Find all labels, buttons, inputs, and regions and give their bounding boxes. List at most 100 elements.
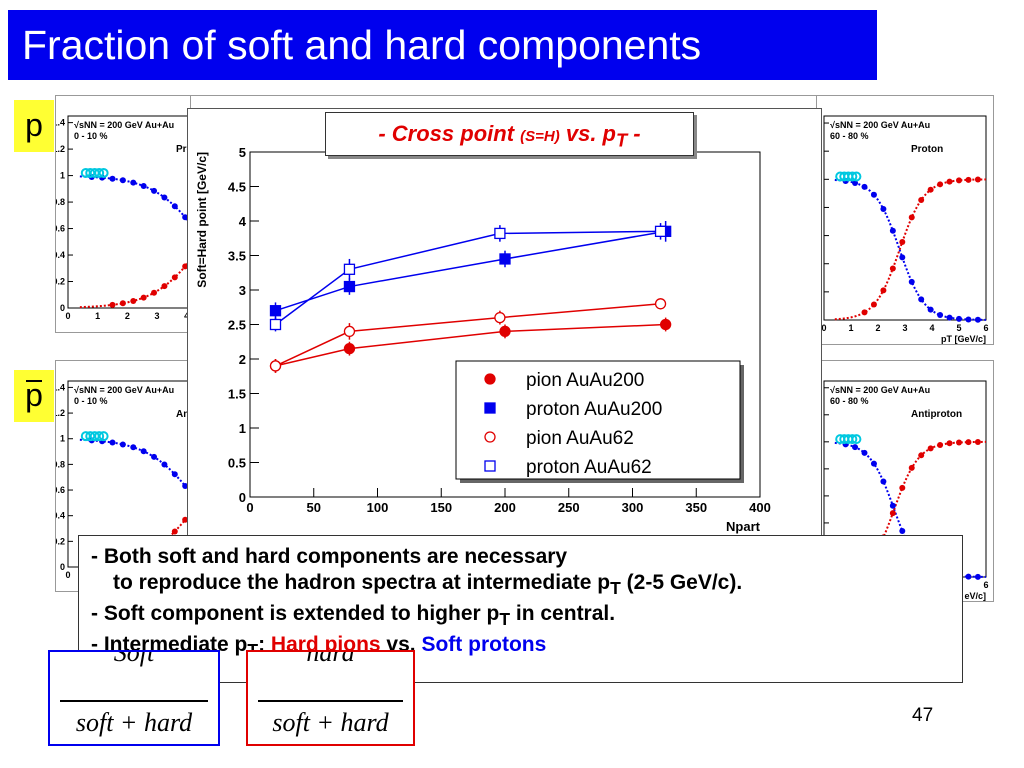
note-line-2: to reproduce the hadron spectra at inter… bbox=[91, 570, 950, 601]
y-tick-label: 0 bbox=[239, 490, 246, 505]
panel-centrality-label: 60 - 80 % bbox=[830, 396, 869, 406]
panel-tick-label: 3 bbox=[902, 323, 907, 333]
antiproton-bar bbox=[26, 380, 42, 382]
hard-point bbox=[151, 289, 158, 296]
panel-tick-label: 5 bbox=[956, 323, 961, 333]
data-point bbox=[343, 325, 356, 338]
x-tick-label: 150 bbox=[430, 500, 452, 515]
panel-tick-label: 1 bbox=[60, 171, 65, 181]
legend-label: proton AuAu62 bbox=[526, 457, 652, 478]
low-pt-point bbox=[851, 434, 862, 445]
panel-tick-label: 1.2 bbox=[56, 408, 65, 418]
soft-point bbox=[918, 296, 925, 303]
hard-point bbox=[182, 516, 189, 523]
soft-point bbox=[870, 460, 877, 467]
soft-point bbox=[119, 441, 126, 448]
panel-tick-label: 0 bbox=[60, 303, 65, 313]
hard-point bbox=[956, 177, 962, 184]
chart-title-suffix: vs. p bbox=[559, 121, 616, 146]
hard-point bbox=[171, 528, 178, 535]
low-pt-point bbox=[847, 171, 858, 182]
panel-tick-label: 6 bbox=[983, 580, 988, 590]
y-tick-label: 5 bbox=[239, 145, 246, 160]
y-axis-label: Soft=Hard point [GeV/c] bbox=[195, 152, 209, 288]
soft-point bbox=[899, 254, 906, 261]
hard-point bbox=[861, 309, 868, 316]
soft-point bbox=[161, 461, 168, 468]
hard-point bbox=[937, 441, 944, 448]
cross-point-chart: 0 50 100 150 200 250 300 350 400 0 0.5 1 1.5 2 2.5 3 3.5… bbox=[187, 108, 822, 538]
note-line-2-text: to reproduce the hadron spectra at inter… bbox=[113, 571, 611, 594]
soft-point bbox=[946, 314, 953, 321]
x-tick-label: 0 bbox=[246, 500, 253, 515]
panel-particle-label: Pro bbox=[176, 144, 191, 155]
panel-particle-label: Proton bbox=[911, 144, 943, 155]
hard-point bbox=[899, 238, 906, 245]
soft-point bbox=[889, 227, 896, 234]
panel-tick-label: 0.2 bbox=[56, 536, 65, 546]
hard-point bbox=[927, 186, 934, 193]
data-point bbox=[269, 360, 282, 372]
series-line bbox=[275, 230, 666, 312]
hard-point bbox=[918, 196, 925, 203]
panel-tick-label: 1 bbox=[848, 323, 853, 333]
note-line-1: - Both soft and hard components are nece… bbox=[91, 545, 568, 568]
panel-tick-label: 0.6 bbox=[56, 224, 65, 234]
soft-point bbox=[140, 183, 147, 190]
soft-protons-text: Soft protons bbox=[421, 633, 547, 657]
soft-point bbox=[130, 179, 137, 186]
hard-point bbox=[974, 438, 981, 445]
y-tick-label: 1 bbox=[239, 421, 246, 436]
panel-tick-label: 3 bbox=[154, 311, 159, 321]
x-tick-label: 50 bbox=[307, 500, 321, 515]
hard-point bbox=[965, 176, 972, 183]
data-point bbox=[269, 318, 282, 331]
panel-tick-label: 1.2 bbox=[56, 144, 65, 154]
soft-point bbox=[171, 203, 178, 210]
panel-tick-label: 1.4 bbox=[56, 382, 65, 392]
data-point bbox=[499, 325, 511, 338]
hard-point bbox=[880, 287, 887, 294]
legend-label: proton AuAu200 bbox=[526, 399, 662, 420]
y-tick-label: 1.5 bbox=[228, 387, 246, 402]
hard-point bbox=[965, 439, 972, 446]
soft-point bbox=[109, 439, 116, 446]
soft-point bbox=[880, 478, 887, 485]
x-axis-label: Npart bbox=[726, 519, 761, 534]
panel-tick-label: 0.4 bbox=[56, 250, 65, 260]
note-line-4-colon: : bbox=[258, 633, 271, 657]
soft-point bbox=[974, 573, 981, 580]
chart-title-sub: T bbox=[615, 129, 628, 151]
panel-particle-label: Antiproton bbox=[911, 409, 962, 420]
low-pt-point bbox=[94, 431, 105, 442]
soft-point bbox=[956, 315, 962, 322]
panel-particle-label: An bbox=[176, 409, 189, 420]
panel-tick-label: 6 bbox=[983, 323, 988, 333]
y-tick-label: 4.5 bbox=[228, 180, 246, 195]
panel-energy-label: √sNN = 200 GeV Au+Au bbox=[74, 385, 174, 395]
data-point bbox=[343, 280, 356, 293]
panel-proton-central: 0 0.2 0.4 0.6 0.8 1 1.2 1.4 0 1 2 3 4 √sNN = 200 GeV … bbox=[55, 95, 192, 333]
soft-point bbox=[161, 194, 168, 201]
soft-point bbox=[151, 453, 158, 460]
legend-marker bbox=[484, 373, 496, 385]
panel-frame bbox=[67, 115, 191, 309]
panel-tick-label: 2 bbox=[875, 323, 880, 333]
slide-title: Fraction of soft and hard components bbox=[8, 10, 877, 80]
hard-point bbox=[870, 301, 877, 308]
hard-point bbox=[889, 510, 896, 517]
data-point bbox=[343, 342, 356, 355]
x-tick-label: 400 bbox=[749, 500, 771, 515]
soft-fraction-curve bbox=[79, 175, 191, 226]
chart-title-end: - bbox=[627, 121, 641, 146]
note-line-2-sub: T bbox=[610, 578, 621, 599]
hard-point bbox=[119, 300, 126, 307]
hard-point bbox=[140, 294, 147, 301]
hard-denominator: soft + hard bbox=[272, 708, 389, 737]
y-tick-label: 4 bbox=[239, 214, 247, 229]
soft-point bbox=[861, 183, 868, 190]
chart-title-small: (S=H) bbox=[520, 128, 560, 145]
panel-tick-label: 1.4 bbox=[56, 118, 65, 128]
panel-top-strip bbox=[190, 95, 817, 108]
hard-point bbox=[918, 452, 925, 459]
